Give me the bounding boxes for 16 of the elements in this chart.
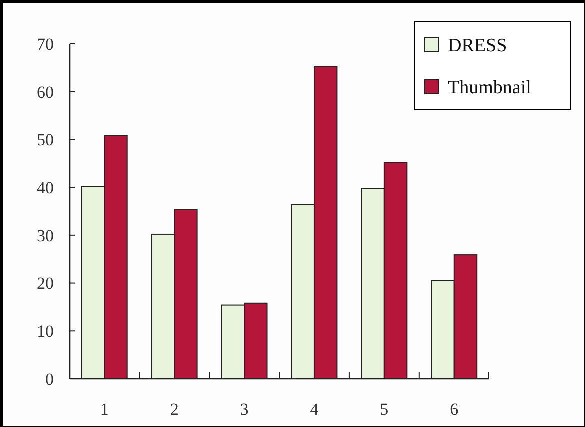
- y-tick-label: 60: [37, 82, 54, 102]
- y-tick-label: 40: [37, 178, 54, 198]
- legend-label: DRESS: [448, 36, 508, 57]
- x-tick-label: 4: [310, 400, 320, 419]
- legend-label: Thumbnail: [448, 78, 532, 99]
- y-tick-label: 20: [37, 274, 54, 294]
- x-tick-label: 5: [380, 400, 389, 419]
- x-tick-label: 6: [450, 400, 459, 419]
- x-tick-label: 2: [170, 400, 179, 419]
- y-tick-label: 50: [37, 130, 54, 150]
- y-tick-label: 10: [37, 322, 54, 342]
- y-tick-label: 70: [37, 34, 54, 54]
- x-tick-label: 1: [100, 400, 109, 419]
- x-tick-label: 3: [240, 400, 249, 419]
- y-tick-label: 0: [46, 370, 54, 389]
- y-tick-label: 30: [37, 226, 54, 246]
